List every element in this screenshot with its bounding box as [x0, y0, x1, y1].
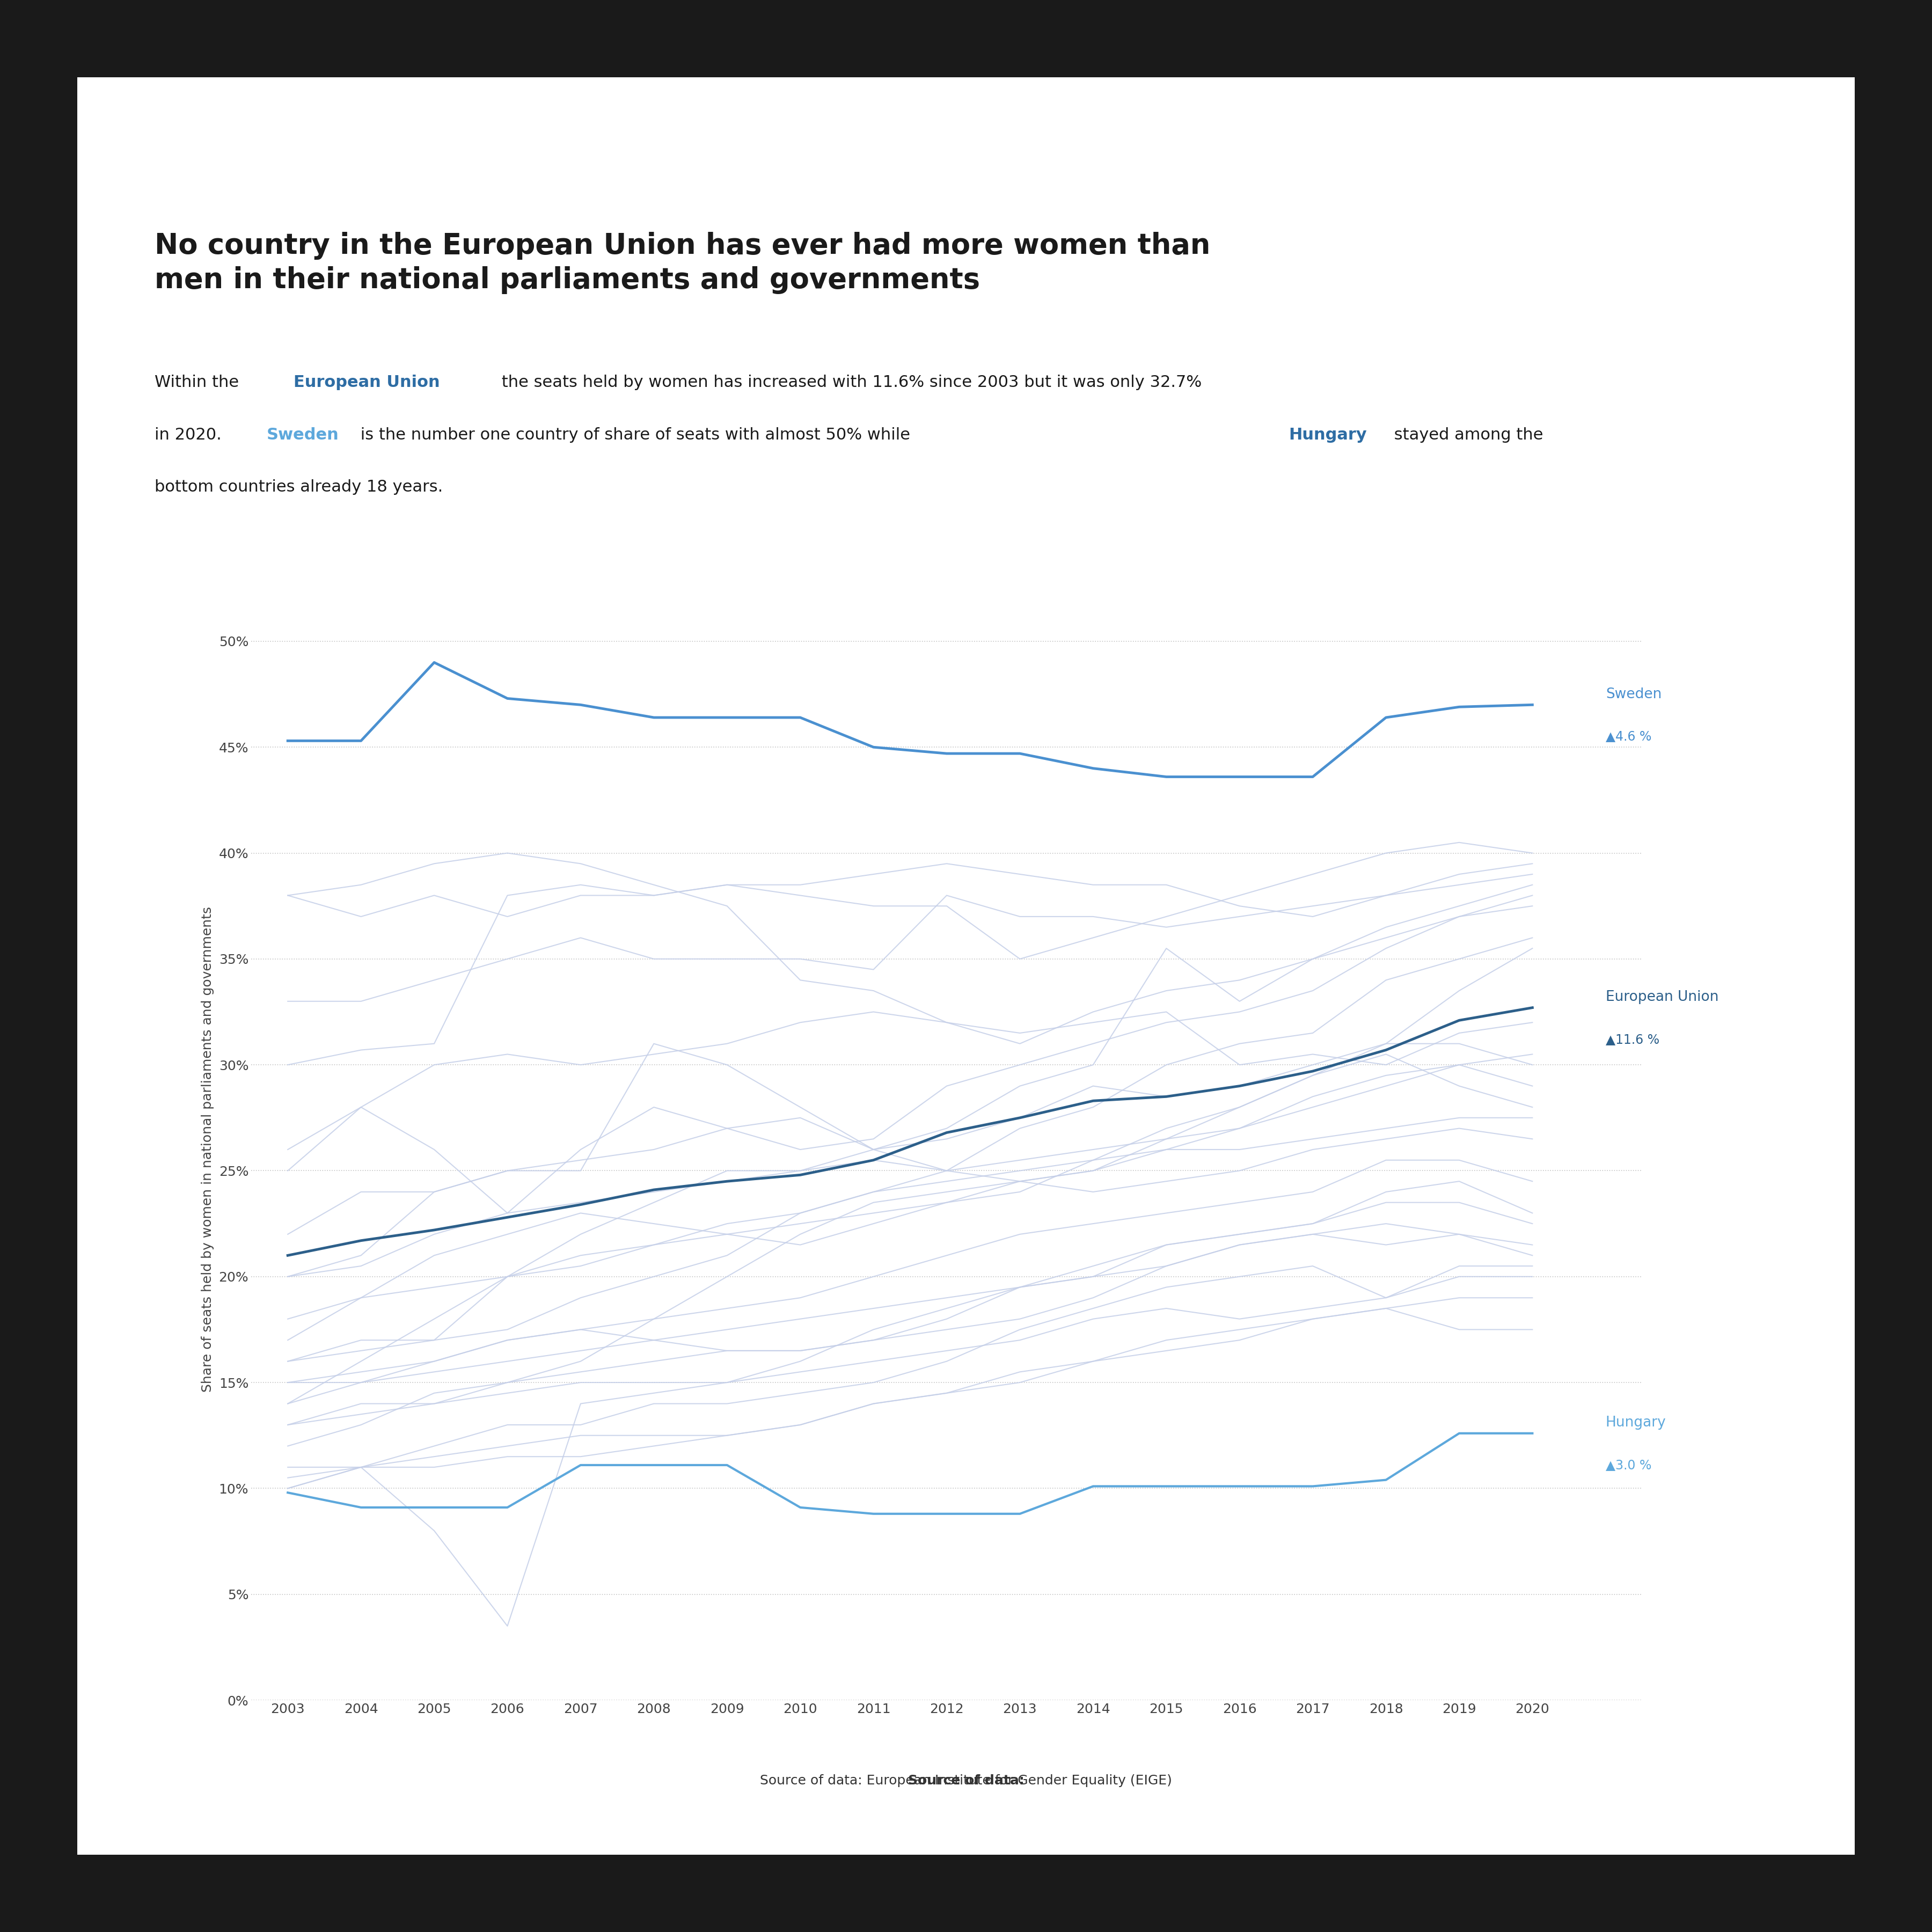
Text: in 2020.: in 2020.: [155, 427, 226, 442]
Text: No country in the European Union has ever had more women than
men in their natio: No country in the European Union has eve…: [155, 232, 1209, 294]
Text: European Union: European Union: [294, 375, 440, 390]
Text: European Union: European Union: [1605, 989, 1719, 1005]
Text: is the number one country of share of seats with almost 50% while: is the number one country of share of se…: [355, 427, 922, 442]
Text: Hungary: Hungary: [1289, 427, 1366, 442]
Text: Source of data: European Institute for Gender Equality (EIGE): Source of data: European Institute for G…: [759, 1774, 1173, 1787]
Text: Sweden: Sweden: [1605, 688, 1662, 701]
Y-axis label: Share of seats held by women in national parliaments and governments: Share of seats held by women in national…: [201, 906, 214, 1393]
Text: Within the: Within the: [155, 375, 243, 390]
Text: stayed among the: stayed among the: [1389, 427, 1544, 442]
Text: the seats held by women has increased with 11.6% since 2003 but it was only 32.7: the seats held by women has increased wi…: [497, 375, 1202, 390]
Text: ▲11.6 %: ▲11.6 %: [1605, 1034, 1660, 1045]
Text: Hungary: Hungary: [1605, 1416, 1665, 1430]
Text: ▲3.0 %: ▲3.0 %: [1605, 1459, 1652, 1472]
Text: bottom countries already 18 years.: bottom countries already 18 years.: [155, 479, 442, 495]
Text: Sweden: Sweden: [267, 427, 338, 442]
Text: Source of data:: Source of data:: [908, 1774, 1024, 1787]
Text: ▲4.6 %: ▲4.6 %: [1605, 730, 1652, 744]
